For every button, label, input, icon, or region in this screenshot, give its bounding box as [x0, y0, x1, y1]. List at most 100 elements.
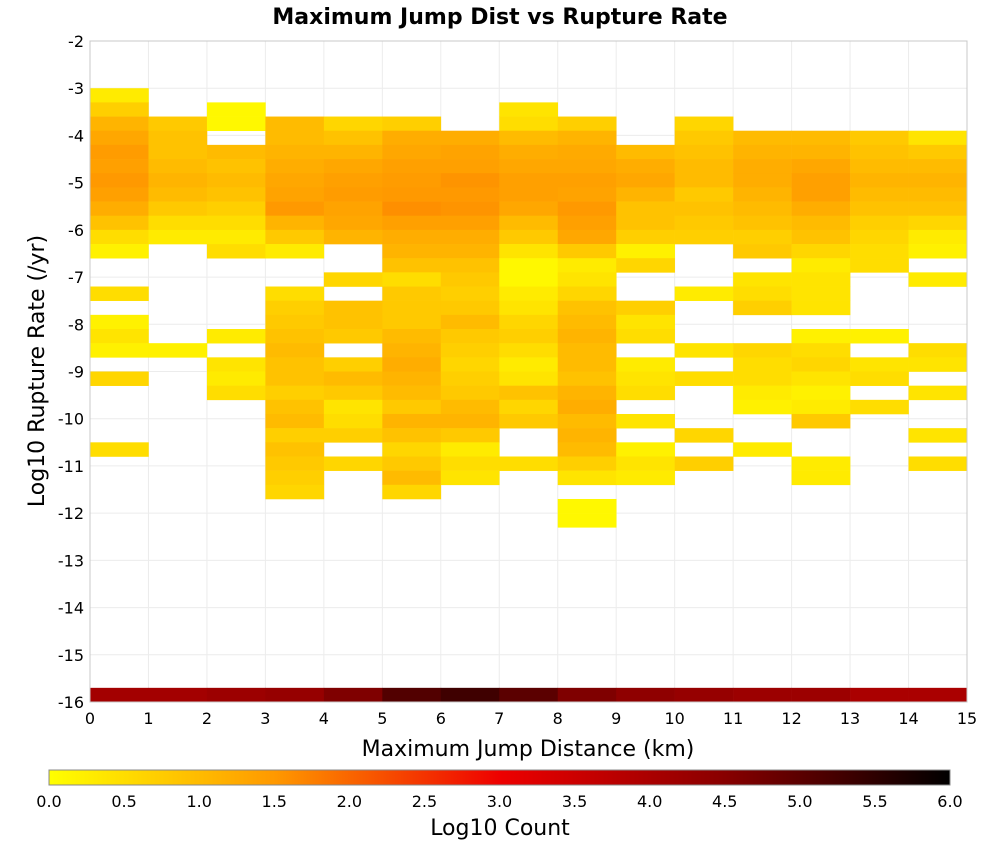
heatmap-cell: [499, 286, 559, 301]
heatmap-cell: [616, 144, 675, 160]
y-tick-label: -16: [58, 693, 84, 712]
heatmap-cell: [733, 215, 792, 231]
heatmap-cell: [323, 385, 383, 401]
heatmap-cell: [733, 229, 792, 245]
heatmap-cell: [323, 399, 383, 415]
y-tick-label: -8: [68, 315, 84, 334]
heatmap-cell: [148, 144, 208, 160]
heatmap-cell: [440, 272, 500, 287]
heatmap-cell: [148, 130, 208, 146]
heatmap-cell: [440, 286, 500, 301]
heatmap-cell: [440, 258, 500, 273]
heatmap-cell: [616, 258, 675, 273]
heatmap-cell: [850, 371, 909, 386]
heatmap-cell: [616, 229, 675, 245]
heatmap-cell: [265, 343, 325, 358]
heatmap-cell: [557, 244, 617, 259]
heatmap-cell: [440, 314, 500, 330]
heatmap-cell: [557, 513, 617, 528]
x-tick-label: 3: [260, 709, 270, 728]
heatmap-cell: [206, 187, 266, 202]
heatmap-cell: [499, 272, 559, 287]
heatmap-cell: [557, 357, 617, 372]
heatmap-cell: [791, 130, 851, 146]
heatmap-cell: [90, 130, 149, 146]
heatmap-cell: [90, 314, 149, 330]
heatmap-cell: [382, 201, 442, 216]
heatmap-cell: [440, 201, 500, 216]
y-axis-label: Log10 Rupture Rate (/yr): [25, 235, 50, 507]
heatmap-cell: [499, 357, 559, 372]
heatmap-cell: [148, 215, 208, 231]
heatmap-cell: [850, 144, 909, 160]
heatmap-cell: [382, 357, 442, 372]
x-tick-label: 5: [377, 709, 387, 728]
heatmap-cell: [499, 329, 559, 344]
colorbar-tick-label: 1.0: [186, 792, 211, 811]
heatmap-cell: [90, 116, 149, 132]
heatmap-cell: [323, 314, 383, 330]
heatmap-cell: [674, 201, 734, 216]
heatmap-cell: [791, 258, 851, 273]
heatmap-cell: [908, 173, 968, 188]
heatmap-cell: [440, 343, 500, 358]
heatmap-cell: [382, 343, 442, 358]
heatmap-cell: [557, 428, 617, 443]
heatmap-cell: [791, 413, 851, 429]
colorbar-tick-label: 5.5: [862, 792, 887, 811]
y-tick-label: -5: [68, 174, 84, 193]
heatmap-cell: [557, 371, 617, 386]
heatmap-cell: [557, 314, 617, 330]
y-tick-label: -14: [58, 599, 84, 618]
heatmap-cell: [440, 229, 500, 245]
x-tick-label: 11: [723, 709, 743, 728]
heatmap-cell: [557, 173, 617, 188]
x-tick-label: 1: [143, 709, 153, 728]
heatmap-cell: [265, 357, 325, 372]
heatmap-cell: [382, 159, 442, 174]
heatmap-cell: [382, 272, 442, 287]
heatmap-cell: [733, 244, 792, 259]
heatmap-cell: [90, 229, 149, 245]
heatmap-cell: [382, 470, 442, 486]
heatmap-cell: [440, 428, 500, 443]
heatmap-cell: [908, 428, 968, 443]
heatmap-cell: [382, 428, 442, 443]
heatmap-cell: [323, 413, 383, 429]
heatmap-cell: [616, 201, 675, 216]
y-tick-label: -12: [58, 504, 84, 523]
heatmap-cell: [616, 215, 675, 231]
heatmap-cell: [323, 187, 383, 202]
x-tick-label: 6: [436, 709, 446, 728]
x-tick-label: 15: [957, 709, 977, 728]
heatmap-cell: [323, 159, 383, 174]
heatmap-cell: [791, 159, 851, 174]
heatmap-cell: [323, 687, 383, 702]
heatmap-cell: [440, 357, 500, 372]
heatmap-cell: [499, 116, 559, 132]
heatmap-cell: [440, 385, 500, 401]
heatmap-cell: [265, 244, 325, 259]
heatmap-cell: [323, 357, 383, 372]
heatmap-cell: [206, 159, 266, 174]
heatmap-cell: [557, 286, 617, 301]
heatmap-cell: [90, 329, 149, 344]
heatmap-cell: [382, 399, 442, 415]
heatmap-cell: [440, 130, 500, 146]
heatmap-cell: [382, 286, 442, 301]
heatmap-cell: [90, 173, 149, 188]
heatmap-cell: [557, 229, 617, 245]
heatmap-cell: [206, 244, 266, 259]
heatmap-cell: [382, 173, 442, 188]
heatmap-cell: [323, 201, 383, 216]
colorbar-tick-label: 3.0: [487, 792, 512, 811]
heatmap-cell: [733, 173, 792, 188]
plot-border: [89, 40, 968, 703]
colorbar-tick-label: 2.0: [337, 792, 362, 811]
heatmap-cell: [148, 687, 208, 702]
heatmap-cell: [499, 144, 559, 160]
x-tick-label: 13: [840, 709, 860, 728]
heatmap-cell: [850, 173, 909, 188]
heatmap-cell: [908, 229, 968, 245]
heatmap-cell: [382, 385, 442, 401]
